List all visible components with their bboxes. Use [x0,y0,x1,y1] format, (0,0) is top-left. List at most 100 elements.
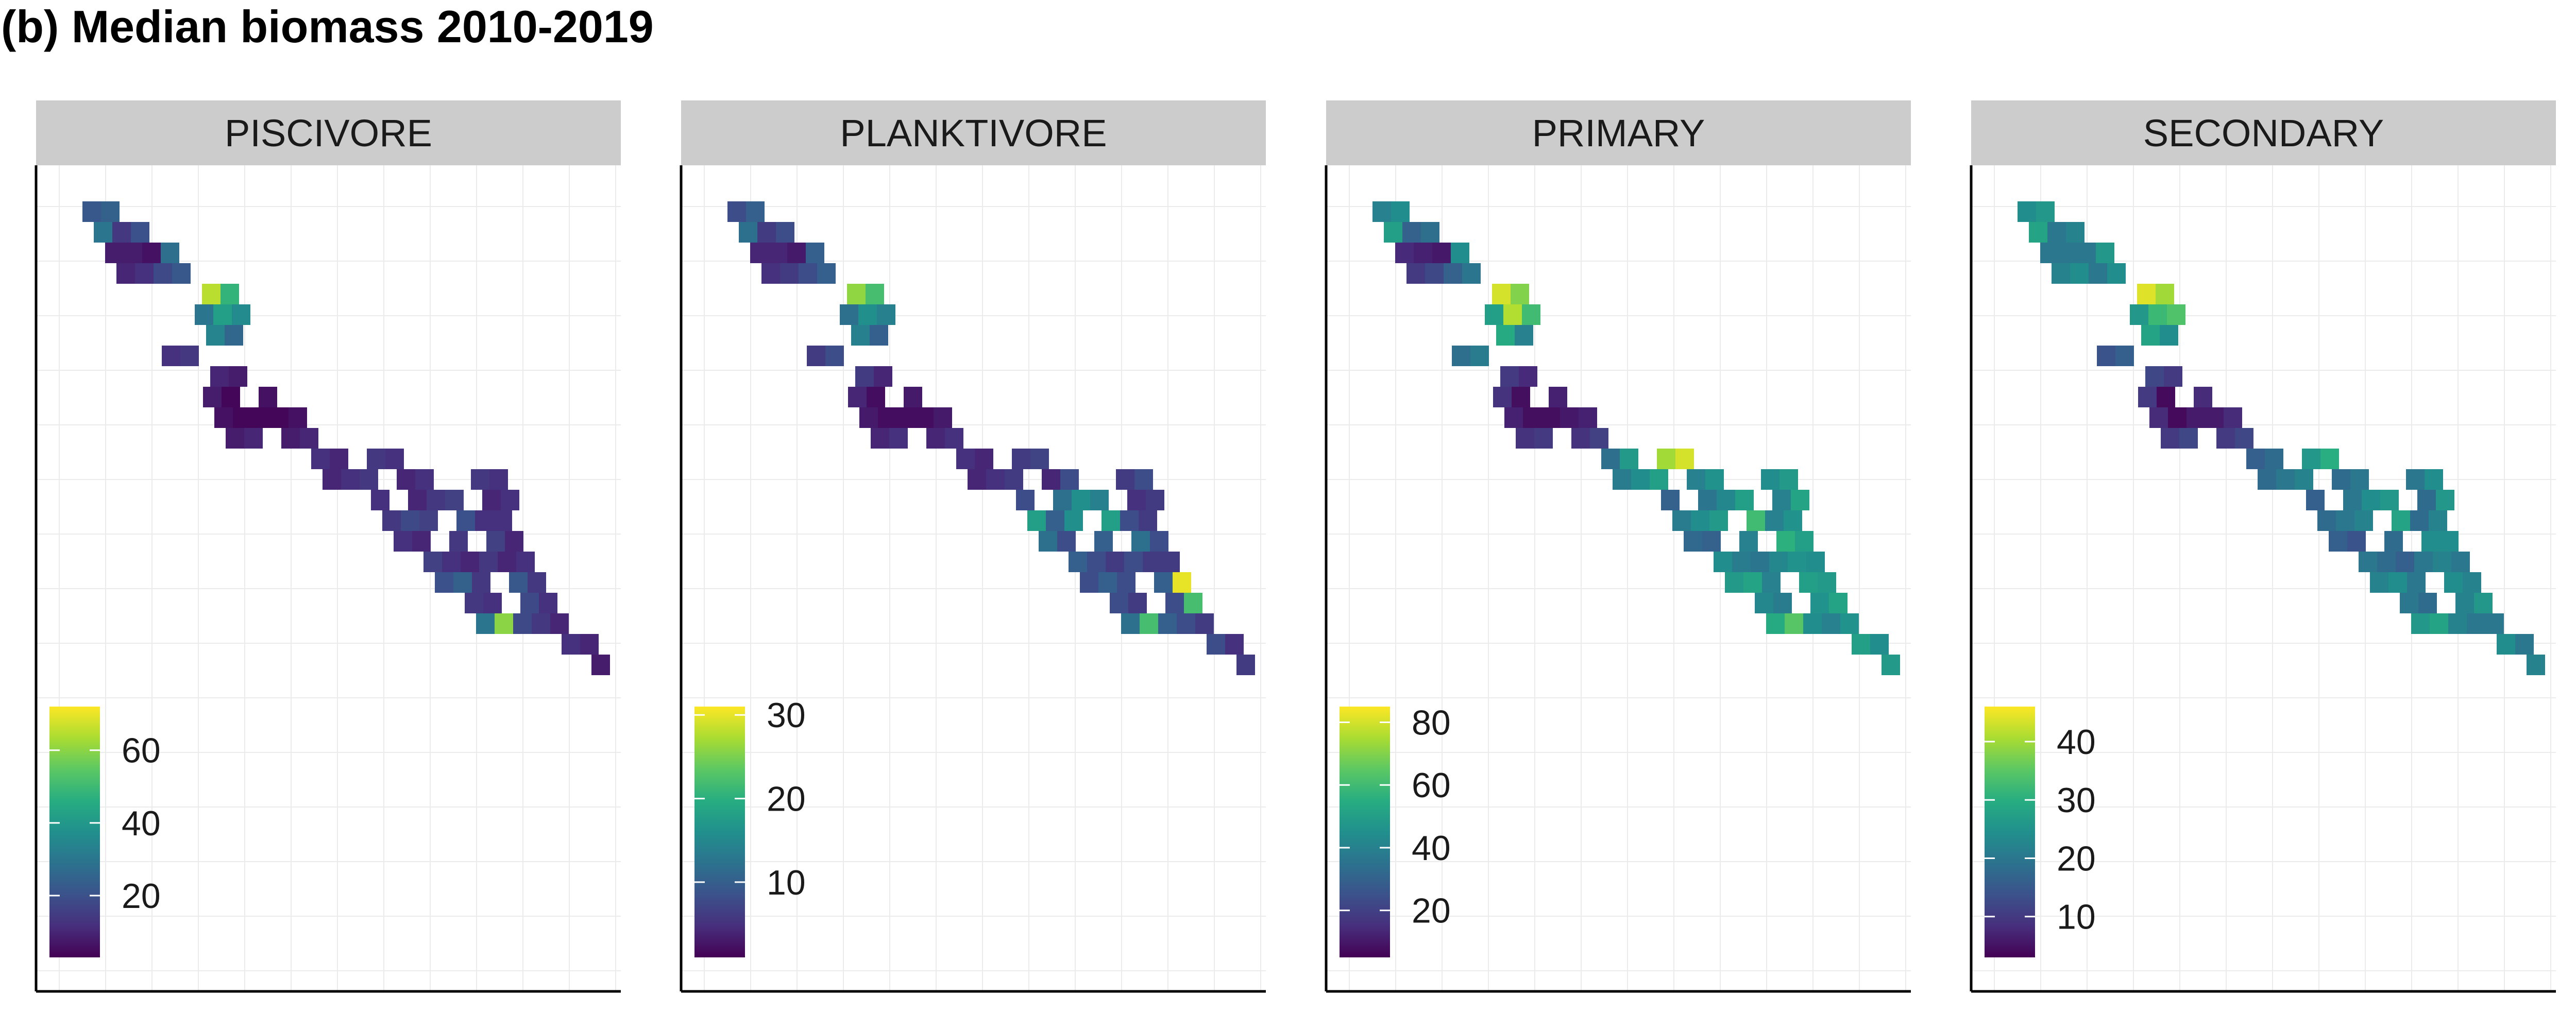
heatmap-cell [761,263,780,284]
heatmap-cell [1840,613,1859,634]
heatmap-cell [1143,552,1161,572]
heatmap-cell [2455,593,2474,613]
heatmap-cell [986,469,1005,490]
heatmap-cell [2052,263,2070,284]
facet-strip [1971,100,2556,165]
heatmap-cell [1039,531,1057,552]
heatmap-cell [806,243,824,263]
heatmap-cell [2388,572,2407,593]
heatmap-cell [889,428,908,449]
heatmap-cell [1725,572,1743,593]
heatmap-cell [1534,428,1553,449]
heatmap-cell [896,407,915,428]
heatmap-cell [516,552,535,572]
legend-tick-label: 40 [1412,829,1451,868]
heatmap-cell [445,490,464,510]
heatmap-cell [1452,346,1470,366]
heatmap-cell [1806,552,1825,572]
heatmap-cell [1184,593,1202,613]
heatmap-cell [1709,510,1728,531]
heatmap-cell [330,449,348,469]
heatmap-cell [1425,263,1444,284]
heatmap-cell [926,428,945,449]
heatmap-cell [1803,613,1822,634]
heatmap-cell [172,263,191,284]
heatmap-cell [427,490,445,510]
heatmap-cell [1852,634,1870,655]
heatmap-cell [495,613,513,634]
heatmap-cell [2149,407,2168,428]
heatmap-cell [1773,593,1792,613]
heatmap-cell [226,428,244,449]
heatmap-cell [539,593,557,613]
heatmap-cell [1788,552,1806,572]
heatmap-cell [2343,490,2362,510]
heatmap-cell [2216,428,2235,449]
heatmap-cell [251,407,270,428]
heatmap-cell [2070,263,2089,284]
heatmap-cell [934,407,952,428]
heatmap-cell [161,243,179,263]
heatmap-cell [222,387,240,407]
heatmap-cell [1631,469,1650,490]
heatmap-cell [1698,490,1717,510]
heatmap-cell [1512,387,1530,407]
heatmap-cell [1087,552,1106,572]
heatmap-cell [1177,613,1195,634]
legend-tick-label: 10 [2057,898,2096,937]
heatmap-cell [442,552,461,572]
heatmap-cell [1785,613,1803,634]
legend-tick-label: 30 [767,696,806,735]
heatmap-cell [323,469,341,490]
heatmap-cell [2265,449,2283,469]
heatmap-cell [225,325,243,346]
heatmap-cell [489,469,508,490]
heatmap-cell [154,263,172,284]
heatmap-cell [1818,572,1836,593]
heatmap-cell [1064,510,1083,531]
heatmap-cell [2377,552,2396,572]
heatmap-cell [528,572,546,593]
heatmap-cell [2463,572,2481,593]
heatmap-cell [1579,407,1597,428]
heatmap-cell [483,593,502,613]
heatmap-cell [2362,490,2380,510]
heatmap-cell [807,346,825,366]
heatmap-cell [532,613,550,634]
heatmap-cell [855,366,874,387]
heatmap-cell [1755,593,1773,613]
heatmap-cell [1516,428,1534,449]
heatmap-cell [1421,222,1439,243]
heatmap-cell [2451,552,2470,572]
heatmap-cell [2138,387,2157,407]
heatmap-cell [423,552,442,572]
heatmap-cell [2164,366,2182,387]
heatmap-cell [746,201,765,222]
heatmap-cell [2066,222,2084,243]
heatmap-cell [1451,243,1469,263]
heatmap-cell [2414,552,2433,572]
heatmap-cell [300,428,318,449]
heatmap-cell [2156,284,2174,304]
heatmap-cell [1165,593,1184,613]
legend-tick-label: 40 [2057,723,2096,762]
heatmap-cell [739,222,757,243]
facet-strip [681,100,1266,165]
heatmap-cell [780,263,799,284]
heatmap-cell [1714,552,1732,572]
heatmap-cell [968,469,986,490]
heatmap-cell [1110,593,1128,613]
heatmap-cell [1462,263,1481,284]
figure-title: (b) Median biomass 2010-2019 [1,1,654,52]
heatmap-cell [1225,634,1244,655]
heatmap-cell [2302,449,2320,469]
heatmap-cell [520,593,539,613]
heatmap-cell [1072,490,1090,510]
heatmap-cell [799,263,817,284]
heatmap-cell [1519,366,1537,387]
heatmap-cell [1601,449,1620,469]
heatmap-cell [471,469,489,490]
heatmap-cell [2179,428,2198,449]
heatmap-cell [1743,572,1762,593]
facet-panel-planktivore: PLANKTIVORE 10 20 30 [680,100,1266,993]
